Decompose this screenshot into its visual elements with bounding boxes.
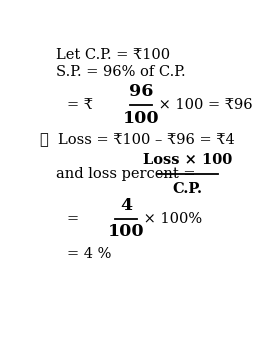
Text: × 100 = ₹96: × 100 = ₹96: [154, 98, 253, 112]
Text: 4: 4: [120, 197, 132, 214]
Text: =: =: [67, 212, 84, 226]
Text: ∴  Loss = ₹100 – ₹96 = ₹4: ∴ Loss = ₹100 – ₹96 = ₹4: [40, 132, 235, 146]
Text: 100: 100: [123, 109, 159, 126]
Text: C.P.: C.P.: [173, 182, 203, 196]
Text: and loss percent =: and loss percent =: [56, 167, 200, 181]
Text: S.P. = 96% of C.P.: S.P. = 96% of C.P.: [56, 65, 185, 79]
Text: = 4 %: = 4 %: [67, 247, 112, 261]
Text: × 100%: × 100%: [139, 212, 203, 226]
Text: = ₹: = ₹: [67, 98, 94, 112]
Text: 100: 100: [108, 223, 144, 240]
Text: Loss × 100: Loss × 100: [143, 153, 232, 167]
Text: 96: 96: [129, 83, 153, 100]
Text: Let C.P. = ₹100: Let C.P. = ₹100: [56, 48, 170, 62]
